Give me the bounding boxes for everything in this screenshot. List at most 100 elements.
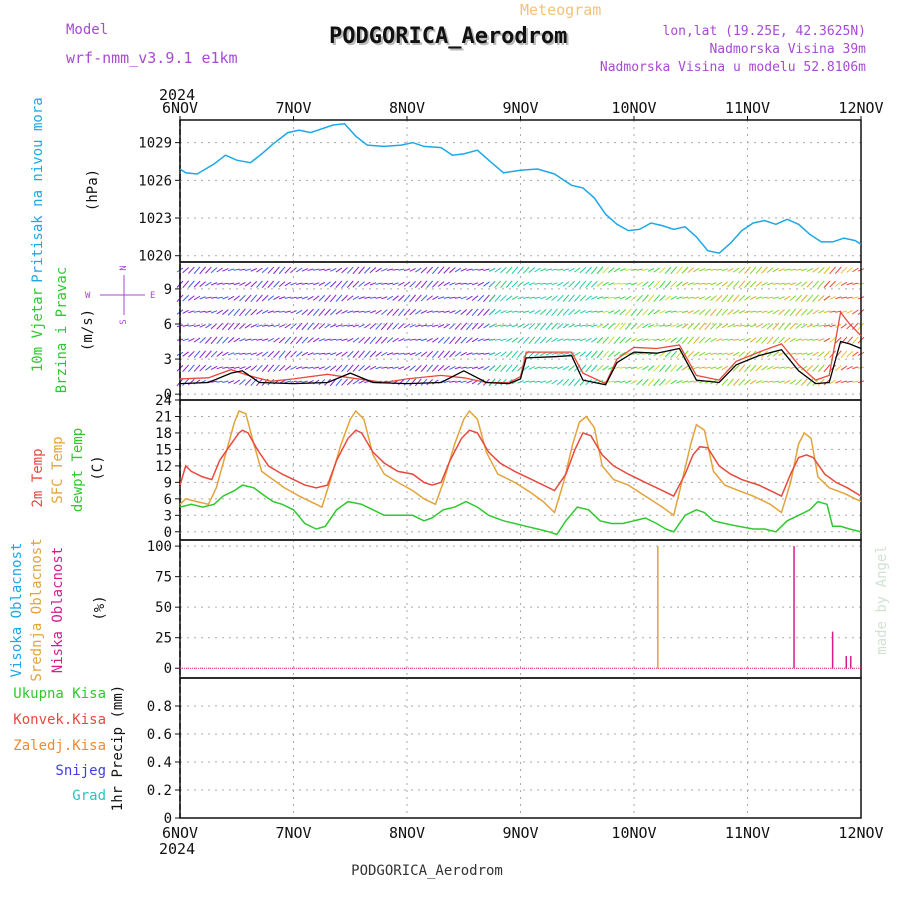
wind-barb: [324, 281, 331, 287]
wind-barb: [301, 282, 308, 285]
wind-barb: [369, 336, 377, 345]
wind-barb: [193, 324, 201, 328]
wind-barb: [324, 338, 331, 341]
wind-barb: [307, 352, 314, 356]
wind-barb: [296, 282, 303, 285]
wind-barb: [840, 281, 848, 287]
wind-barb: [369, 365, 377, 370]
wind-barb: [278, 364, 286, 372]
top-tick-label: 7NOV: [275, 99, 311, 117]
wind-barb: [193, 280, 201, 288]
wind-barb: [227, 322, 235, 331]
wind-barb: [795, 352, 802, 355]
wind-barb: [698, 351, 706, 356]
wind-barb: [693, 267, 700, 273]
wind-barb: [670, 324, 677, 328]
wind-barb: [766, 366, 774, 370]
wind-barb: [585, 295, 592, 301]
wind-barb: [738, 280, 746, 289]
wind-barb: [182, 351, 189, 357]
wind-barb: [205, 350, 212, 358]
wind-barb: [783, 308, 791, 316]
wind-barb: [466, 337, 473, 343]
wind-barb: [653, 267, 660, 273]
wind-barb: [262, 324, 269, 327]
wind-barb: [330, 268, 337, 272]
wind-barb: [437, 310, 445, 313]
wind-barb: [301, 351, 309, 357]
wind-barb: [523, 380, 530, 384]
wind-barb: [392, 268, 399, 271]
wind-barb: [749, 295, 757, 300]
wind-barb: [392, 308, 400, 317]
bottom-time-axis: 6NOV 7NOV 8NOV 9NOV 10NOV 11NOV 12NOV: [162, 824, 884, 842]
wind-barb: [244, 294, 252, 302]
wind-barb: [358, 266, 365, 275]
wind-barb: [625, 380, 632, 384]
wind-barb: [494, 351, 502, 357]
wind-barb: [199, 296, 206, 300]
wind-barb: [562, 323, 570, 329]
wind-barb: [829, 337, 836, 343]
wind-barb: [256, 294, 263, 302]
wind-barb: [704, 366, 711, 369]
wind-barb: [806, 338, 814, 341]
wind-barb: [840, 380, 848, 384]
wind-barb: [239, 379, 246, 386]
wind-barb: [261, 309, 269, 314]
wind-barb: [432, 280, 439, 288]
wind-barb: [216, 296, 223, 299]
wind-barb: [829, 266, 837, 275]
wind-barb: [233, 366, 240, 369]
wind-barb: [693, 309, 700, 315]
wind-barb: [466, 322, 473, 331]
wind-barb: [556, 308, 564, 317]
top-time-axis: 6NOV 7NOV 8NOV 9NOV 10NOV 11NOV 12NOV: [162, 99, 884, 120]
precip-unit: 1hr Precip (mm): [110, 685, 126, 811]
wind-barb: [483, 323, 490, 329]
wind-barb: [812, 267, 819, 273]
wind-barb: [551, 282, 558, 286]
wind-barb: [205, 310, 212, 313]
y-tick-label: 1020: [138, 249, 172, 265]
wind-barb: [352, 266, 360, 275]
wind-barb: [534, 380, 541, 383]
wind-barb: [698, 268, 706, 272]
wind-ylabel-line1: 10m Vjetar: [30, 288, 46, 372]
wind-barb: [784, 282, 791, 285]
wind-barb: [761, 281, 768, 287]
wind-barb: [721, 308, 729, 316]
wind-barb: [488, 365, 496, 371]
wind-barb: [227, 352, 235, 356]
wind-barb: [738, 351, 746, 357]
wind-barb: [313, 352, 320, 355]
wind-barb: [443, 350, 451, 358]
wind-barb: [670, 379, 677, 385]
wind-barb: [233, 282, 240, 286]
wind-barb: [193, 364, 201, 372]
wind-barb: [233, 295, 241, 301]
wind-barb: [778, 366, 785, 369]
wind-barb: [636, 308, 644, 317]
wind-barb: [466, 268, 473, 272]
wind-barb: [801, 352, 808, 355]
wind-barb: [659, 338, 666, 342]
wind-barb: [375, 296, 382, 299]
wind-barb: [239, 294, 246, 302]
wind-barb: [426, 324, 433, 327]
wind-barb: [704, 308, 712, 316]
wind-barb: [335, 324, 343, 328]
wind-barb: [261, 338, 269, 342]
wind-barb: [772, 309, 780, 315]
wind-barb: [511, 266, 519, 275]
wind-barb: [641, 294, 649, 303]
wind-barb: [602, 323, 609, 329]
wind-barb: [619, 309, 626, 316]
wind-barb: [250, 308, 258, 316]
wind-barb: [494, 338, 501, 341]
wind-barb: [590, 280, 598, 288]
wind-barb: [460, 380, 467, 384]
wind-barb: [210, 282, 218, 286]
wind-barb: [625, 268, 632, 271]
wind-barb: [386, 282, 394, 285]
